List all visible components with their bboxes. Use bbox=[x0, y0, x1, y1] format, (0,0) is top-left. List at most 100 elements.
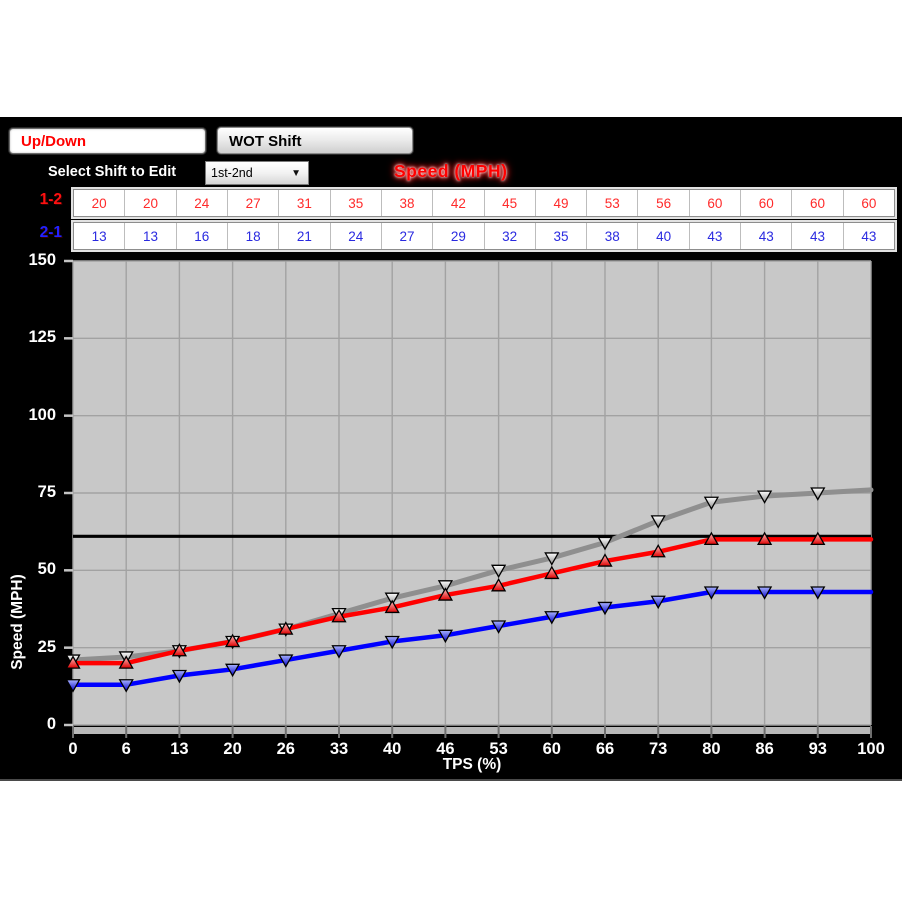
y-tick-label: 75 bbox=[37, 483, 56, 501]
x-tick-label: 13 bbox=[170, 740, 189, 758]
data-point-marker[interactable] bbox=[278, 621, 294, 635]
data-point-marker[interactable] bbox=[224, 663, 241, 678]
shift-value-cell[interactable]: 43 bbox=[792, 223, 844, 249]
data-point-marker[interactable] bbox=[490, 577, 507, 592]
chart-heading: Speed (MPH) bbox=[394, 161, 508, 181]
shift-value-cell[interactable]: 38 bbox=[382, 190, 434, 216]
data-point-marker[interactable] bbox=[810, 586, 826, 600]
x-tick-label: 40 bbox=[383, 740, 402, 758]
shift-value-cell[interactable]: 45 bbox=[485, 190, 536, 216]
data-point-marker[interactable] bbox=[756, 586, 773, 600]
shift-value-cell[interactable]: 43 bbox=[741, 223, 793, 249]
shift-value-cell[interactable]: 49 bbox=[536, 190, 588, 216]
data-point-marker[interactable] bbox=[171, 669, 188, 684]
row-label-2-1: 2-1 bbox=[39, 224, 62, 241]
y-tick-label: 100 bbox=[28, 405, 56, 424]
shift-value-cell[interactable]: 35 bbox=[331, 190, 382, 216]
series-line bbox=[70, 537, 874, 666]
data-point-marker[interactable] bbox=[544, 565, 560, 580]
chevron-down-icon: ▼ bbox=[291, 167, 301, 179]
data-point-marker[interactable] bbox=[331, 608, 347, 623]
x-tick-label: 60 bbox=[542, 740, 561, 758]
dropdown-value: 1st-2nd bbox=[211, 166, 253, 180]
data-point-marker[interactable] bbox=[650, 515, 666, 529]
y-tick-label: 25 bbox=[37, 637, 56, 656]
shift-value-cell[interactable]: 16 bbox=[177, 223, 228, 249]
data-point-marker[interactable] bbox=[278, 654, 294, 668]
data-point-marker[interactable] bbox=[703, 531, 720, 546]
x-tick-label: 53 bbox=[489, 740, 508, 758]
data-point-marker[interactable] bbox=[437, 580, 454, 594]
shift-value-cell[interactable]: 60 bbox=[792, 190, 844, 216]
x-tick-label: 6 bbox=[121, 740, 131, 758]
data-point-marker[interactable] bbox=[544, 611, 560, 625]
data-point-marker[interactable] bbox=[597, 601, 613, 616]
x-tick-label: 66 bbox=[595, 740, 615, 758]
x-tick-label: 26 bbox=[276, 740, 295, 758]
shift-value-cell[interactable]: 27 bbox=[228, 190, 280, 216]
shift-value-cell[interactable]: 20 bbox=[125, 190, 177, 216]
row-label-1-2: 1-2 bbox=[39, 191, 62, 208]
shift-value-cell[interactable]: 18 bbox=[228, 223, 280, 249]
shift-value-cell[interactable]: 29 bbox=[433, 223, 485, 249]
shift-value-cell[interactable]: 20 bbox=[74, 190, 126, 216]
data-point-marker[interactable] bbox=[437, 587, 454, 601]
data-point-marker[interactable] bbox=[756, 490, 773, 504]
data-point-marker[interactable] bbox=[490, 564, 507, 579]
shift-value-cell[interactable]: 42 bbox=[433, 190, 485, 216]
data-point-marker[interactable] bbox=[650, 543, 666, 558]
shift-value-cell[interactable]: 27 bbox=[382, 223, 434, 249]
shift-value-cell[interactable]: 24 bbox=[177, 190, 228, 216]
shift-value-cell[interactable]: 13 bbox=[74, 223, 126, 249]
data-point-marker[interactable] bbox=[756, 531, 773, 546]
x-tick-label: 0 bbox=[68, 740, 78, 758]
chart-plot[interactable] bbox=[60, 255, 875, 755]
shift-value-cell[interactable]: 60 bbox=[861, 195, 877, 211]
data-point-marker[interactable] bbox=[384, 592, 400, 606]
x-tick-label: 93 bbox=[808, 740, 827, 758]
shift-value-cell[interactable]: 35 bbox=[536, 223, 588, 249]
data-point-marker[interactable] bbox=[171, 642, 188, 657]
shift-value-cell[interactable]: 43 bbox=[690, 223, 742, 249]
data-point-marker[interactable] bbox=[703, 586, 720, 600]
shift-chart[interactable]: 0 25 50 75 100 125 150 0 6 13 20 26 33 40 46 53 60 66 73 80… bbox=[0, 251, 902, 779]
data-point-marker[interactable] bbox=[544, 552, 560, 566]
tab-wot-shift[interactable]: WOT Shift bbox=[217, 127, 413, 154]
data-point-marker[interactable] bbox=[703, 496, 720, 511]
data-point-marker[interactable] bbox=[437, 629, 454, 644]
data-point-marker[interactable] bbox=[810, 531, 826, 546]
shift-value-cell[interactable]: 60 bbox=[741, 190, 793, 216]
shift-value-cell[interactable]: 13 bbox=[125, 223, 177, 249]
x-tick-label: 100 bbox=[857, 740, 885, 758]
data-point-marker[interactable] bbox=[65, 655, 81, 669]
x-tick-label: 86 bbox=[755, 740, 774, 758]
shift-value-cell[interactable]: 38 bbox=[587, 223, 639, 249]
x-tick-label: 33 bbox=[329, 740, 349, 758]
data-point-marker[interactable] bbox=[65, 679, 81, 693]
y-tick-label: 50 bbox=[37, 560, 56, 579]
data-point-marker[interactable] bbox=[118, 679, 134, 693]
shift-value-cell[interactable]: 60 bbox=[690, 190, 742, 216]
data-point-marker[interactable] bbox=[331, 645, 347, 659]
shift-value-cell[interactable]: 56 bbox=[638, 190, 690, 216]
shift-value-cell[interactable]: 40 bbox=[638, 223, 690, 249]
data-point-marker[interactable] bbox=[597, 553, 613, 567]
shift-value-cell[interactable]: 53 bbox=[587, 190, 639, 216]
shift-table-1-2: 20 20 24 27 31 35 38 42 45 49 53 56 60 60 60 60 bbox=[73, 189, 895, 217]
data-point-marker[interactable] bbox=[650, 595, 666, 610]
tab-up-down[interactable]: Up/Down bbox=[9, 128, 206, 154]
data-point-marker[interactable] bbox=[118, 655, 134, 669]
shift-select-dropdown[interactable]: 1st-2nd ▼ bbox=[205, 161, 309, 185]
shift-value-cell[interactable]: 32 bbox=[485, 223, 536, 249]
data-point-marker[interactable] bbox=[224, 633, 241, 648]
shift-value-cell[interactable]: 31 bbox=[279, 190, 331, 216]
data-point-marker[interactable] bbox=[384, 599, 400, 614]
shift-value-cell[interactable]: 24 bbox=[331, 223, 382, 249]
data-point-marker[interactable] bbox=[490, 620, 507, 634]
data-point-marker[interactable] bbox=[810, 487, 826, 501]
shift-value-cell[interactable]: 43 bbox=[861, 228, 877, 244]
series-line bbox=[70, 589, 874, 688]
data-point-marker[interactable] bbox=[597, 536, 613, 551]
data-point-marker[interactable] bbox=[384, 635, 400, 650]
shift-value-cell[interactable]: 21 bbox=[279, 223, 331, 249]
